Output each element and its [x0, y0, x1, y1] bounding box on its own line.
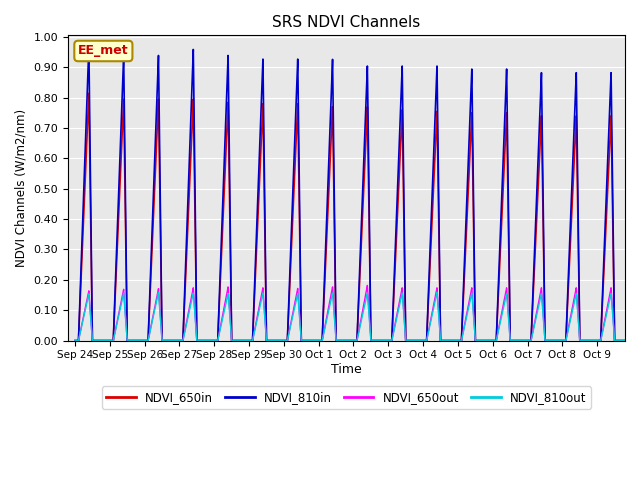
NDVI_650in — [85, 90, 93, 96]
NDVI_810out — [628, 338, 636, 344]
NDVI_810in — [628, 338, 636, 344]
NDVI_650in — [401, 268, 408, 274]
NDVI_810in — [425, 277, 433, 283]
NDVI_810out — [425, 327, 433, 333]
NDVI_650in — [273, 338, 280, 344]
NDVI_650in — [71, 338, 79, 344]
NDVI_810in — [273, 338, 280, 344]
Line: NDVI_650out: NDVI_650out — [75, 286, 632, 341]
NDVI_650in — [484, 338, 492, 344]
NDVI_810out — [514, 338, 522, 344]
NDVI_650out — [628, 338, 636, 344]
NDVI_810out — [71, 338, 79, 344]
NDVI_810out — [401, 324, 408, 329]
NDVI_810in — [71, 338, 79, 344]
Line: NDVI_650in: NDVI_650in — [75, 93, 632, 341]
NDVI_810in — [484, 338, 492, 344]
NDVI_810in — [85, 44, 93, 49]
NDVI_810out — [99, 338, 107, 344]
NDVI_650out — [364, 283, 371, 288]
Legend: NDVI_650in, NDVI_810in, NDVI_650out, NDVI_810out: NDVI_650in, NDVI_810in, NDVI_650out, NDV… — [102, 386, 591, 408]
NDVI_810in — [99, 338, 107, 344]
NDVI_650out — [99, 338, 107, 344]
NDVI_650in — [514, 338, 522, 344]
NDVI_650out — [71, 338, 79, 344]
Line: NDVI_810in: NDVI_810in — [75, 47, 632, 341]
NDVI_650in — [425, 287, 433, 293]
NDVI_650out — [484, 338, 492, 344]
X-axis label: Time: Time — [331, 363, 362, 376]
NDVI_650out — [273, 338, 280, 344]
NDVI_650out — [401, 322, 408, 327]
NDVI_810out — [155, 289, 163, 295]
Title: SRS NDVI Channels: SRS NDVI Channels — [273, 15, 420, 30]
NDVI_650in — [99, 338, 107, 344]
NDVI_650in — [628, 338, 636, 344]
NDVI_810out — [484, 338, 492, 344]
NDVI_650out — [514, 338, 522, 344]
Line: NDVI_810out: NDVI_810out — [75, 292, 632, 341]
Text: EE_met: EE_met — [78, 45, 129, 58]
NDVI_650out — [425, 326, 433, 332]
NDVI_810in — [514, 338, 522, 344]
NDVI_810out — [273, 338, 280, 344]
Y-axis label: NDVI Channels (W/m2/nm): NDVI Channels (W/m2/nm) — [15, 109, 28, 267]
NDVI_810in — [401, 255, 408, 261]
